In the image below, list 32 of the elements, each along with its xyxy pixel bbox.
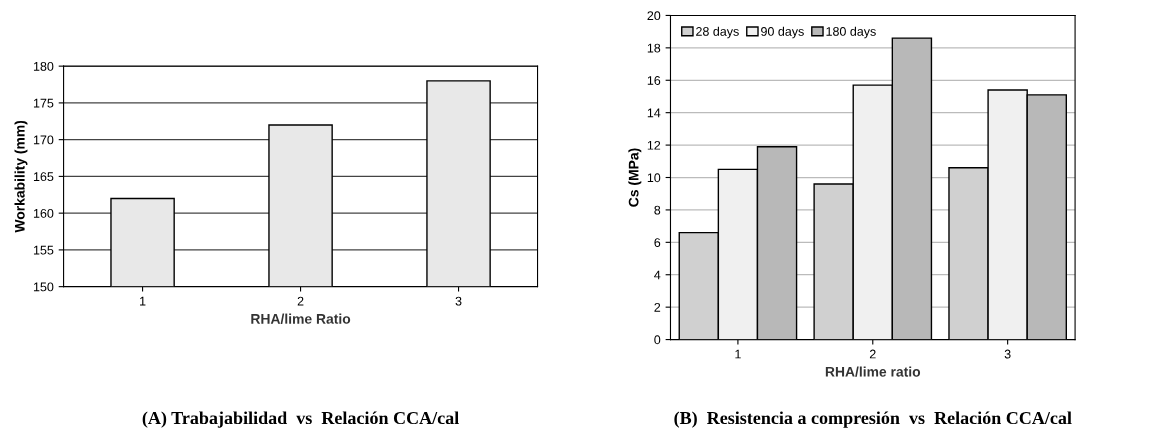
text: (B) Resistencia a compresión vs Relación CCA/cal: [674, 411, 1072, 428]
y-axis-title: Cs (MPa): [628, 148, 642, 207]
x-tick-label: 3: [1004, 349, 1011, 359]
x-tick-label: 1: [140, 296, 146, 306]
y-tick-label: 4: [654, 270, 661, 280]
x-tick-label: 2: [869, 349, 876, 359]
x-axis-title: RHA/lime Ratio: [251, 313, 351, 324]
legend-label: 28 days: [696, 26, 739, 39]
y-axis-title: Workability (mm): [14, 120, 28, 233]
y-tick-label: 6: [654, 238, 661, 247]
legend-label: 90 days: [761, 26, 804, 39]
y-tick-label: 175: [33, 98, 54, 108]
y-tick-label: 0: [654, 335, 661, 345]
y-tick-label: 160: [33, 208, 54, 218]
y-tick-label: 18: [647, 43, 661, 53]
y-tick-label: 14: [647, 108, 661, 118]
y-tick-label: 16: [647, 76, 661, 85]
x-axis-title: RHA/lime ratio: [825, 366, 921, 377]
legend-label: 180 days: [826, 26, 876, 39]
y-tick-label: 155: [33, 245, 54, 255]
y-tick-label: 20: [647, 11, 661, 21]
x-tick-label: 1: [735, 349, 741, 359]
y-tick-label: 10: [647, 173, 661, 183]
y-tick-label: 180: [33, 61, 54, 71]
y-tick-label: 170: [33, 135, 54, 145]
text: (A) Trabajabilidad vs Relación CCA/cal: [142, 411, 459, 428]
x-tick-label: 2: [297, 296, 304, 306]
y-tick-label: 150: [33, 282, 54, 292]
y-tick-label: 165: [33, 172, 54, 182]
x-tick-label: 3: [455, 296, 462, 306]
y-tick-label: 8: [654, 205, 661, 215]
y-tick-label: 12: [647, 140, 661, 150]
